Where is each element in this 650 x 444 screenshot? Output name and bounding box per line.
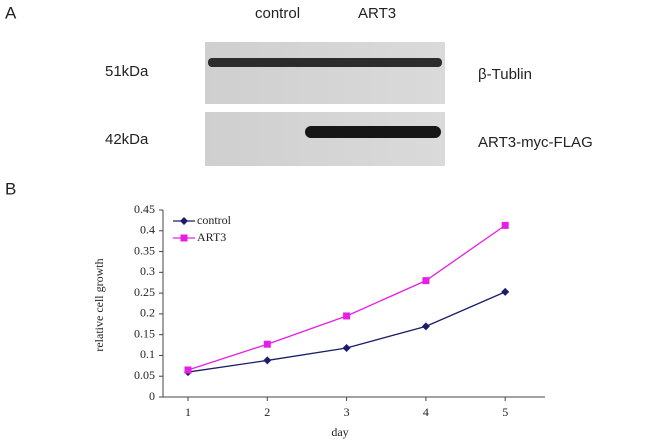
x-tick-label: 4 <box>423 405 429 419</box>
size-label: 51kDa <box>105 63 149 80</box>
data-point <box>501 287 510 296</box>
protein-label: ART3-myc-FLAG <box>478 134 593 151</box>
data-point <box>343 312 351 320</box>
y-tick-label: 0.4 <box>140 223 155 237</box>
x-axis-label: day <box>331 425 348 439</box>
blot-band <box>305 126 441 138</box>
protein-label: β-Tublin <box>478 66 532 83</box>
data-point <box>421 322 430 331</box>
y-tick-label: 0.35 <box>134 243 155 257</box>
data-point <box>184 366 192 374</box>
y-tick-label: 0.1 <box>140 347 155 361</box>
legend-label: control <box>197 213 232 227</box>
y-tick-label: 0.45 <box>134 202 155 216</box>
data-point <box>263 356 272 365</box>
legend-marker <box>180 217 188 225</box>
legend-label: ART3 <box>197 230 226 244</box>
x-tick-label: 5 <box>502 405 508 419</box>
data-point <box>263 340 271 348</box>
y-tick-label: 0.05 <box>134 368 155 382</box>
data-point <box>501 221 509 229</box>
panel-label: B <box>5 179 16 198</box>
y-tick-label: 0.15 <box>134 326 155 340</box>
x-tick-label: 3 <box>344 405 350 419</box>
y-axis-label: relative cell growth <box>92 258 106 351</box>
legend-marker <box>180 234 188 242</box>
lane-label: ART3 <box>358 5 396 22</box>
x-tick-label: 1 <box>185 405 191 419</box>
blot <box>205 42 445 104</box>
y-tick-label: 0.25 <box>134 285 155 299</box>
data-point <box>342 343 351 352</box>
data-point <box>422 277 430 285</box>
series-line <box>187 291 506 373</box>
lane-label: control <box>255 5 300 22</box>
x-tick-label: 2 <box>264 405 270 419</box>
blot <box>205 112 445 166</box>
blot-band <box>208 58 442 67</box>
y-tick-label: 0.3 <box>140 264 155 278</box>
panel-label: A <box>5 3 17 22</box>
y-tick-label: 0.2 <box>140 306 155 320</box>
size-label: 42kDa <box>105 131 149 148</box>
y-tick-label: 0 <box>149 389 155 403</box>
